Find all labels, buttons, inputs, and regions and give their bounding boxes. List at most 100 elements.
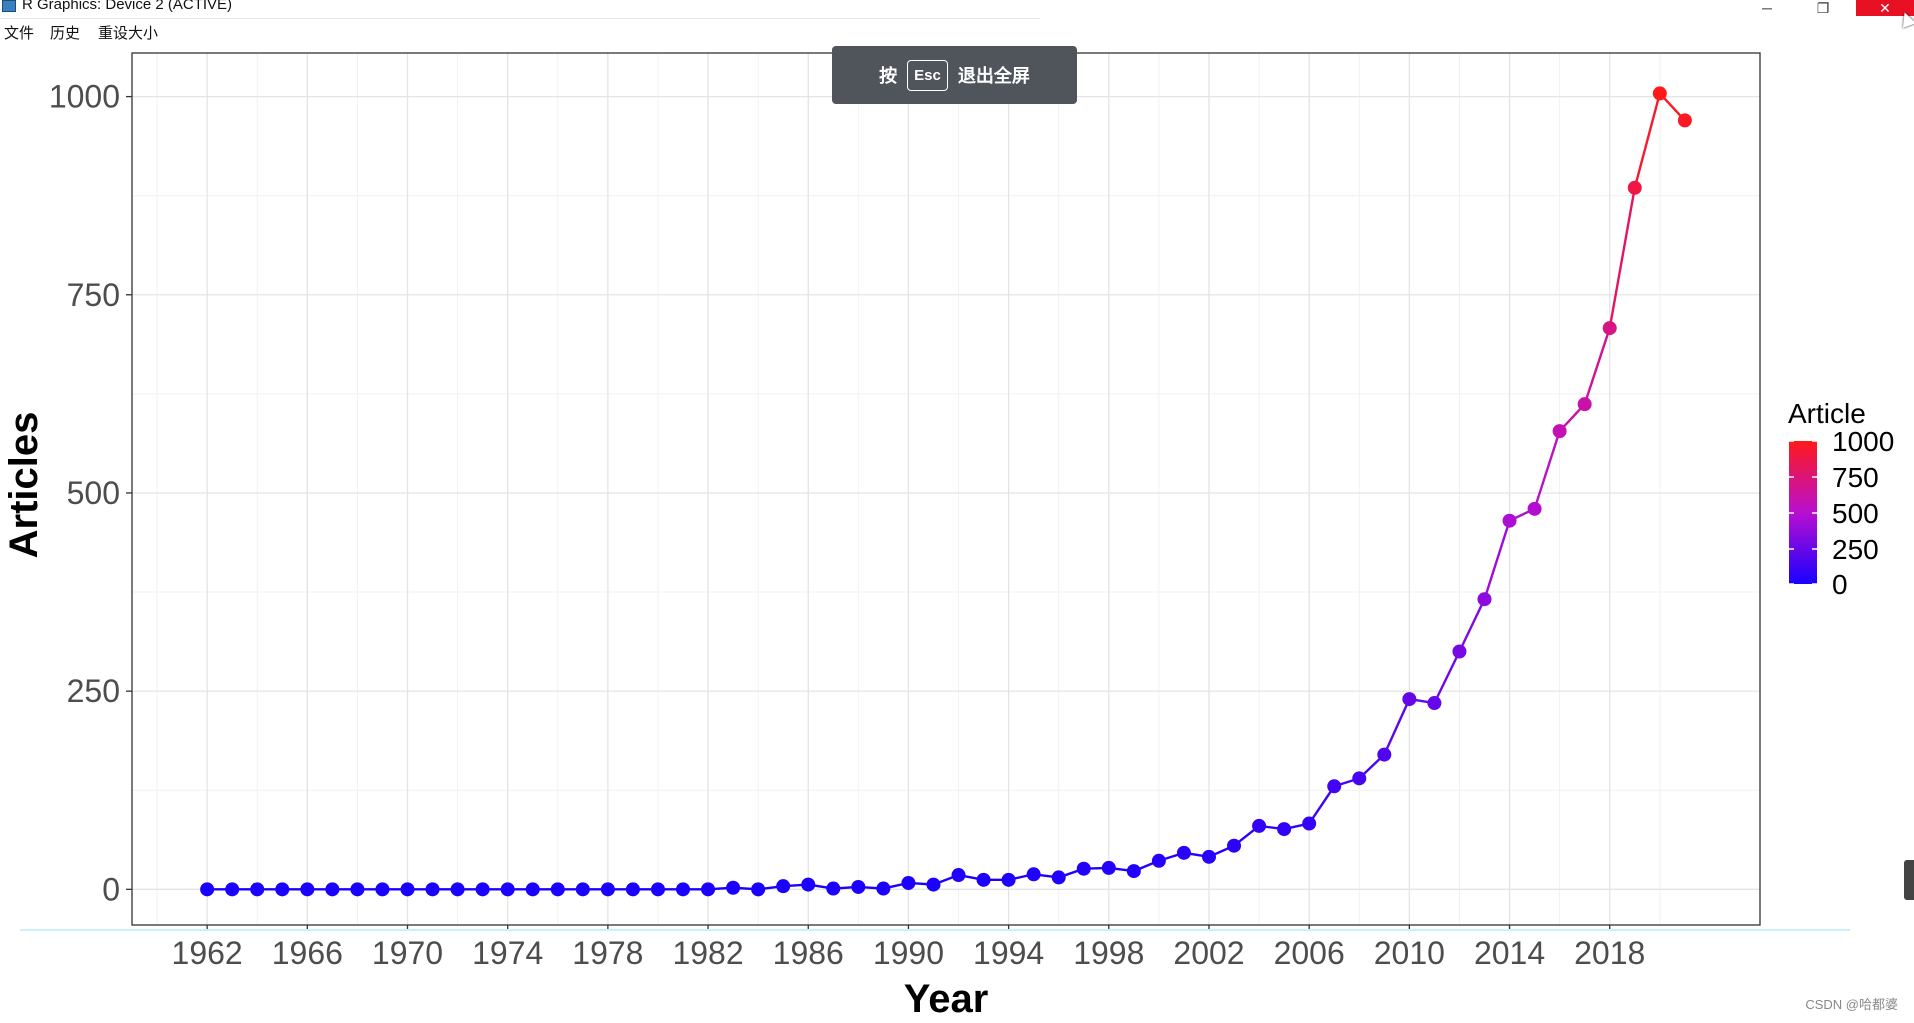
series-line-segment (1383, 698, 1411, 756)
data-point (1552, 424, 1567, 439)
data-point (851, 879, 866, 894)
x-axis-title: Year (904, 977, 989, 1021)
x-tick-label: 1962 (172, 935, 243, 971)
x-tick-label: 1974 (472, 935, 543, 971)
data-point (200, 882, 215, 897)
x-tick-label: 2014 (1474, 935, 1545, 971)
y-axis-title: Articles (2, 412, 46, 559)
menu-bar: 文件 历史 重设大小 (0, 20, 1914, 42)
y-tick-label: 1000 (49, 79, 120, 115)
data-point (1252, 818, 1267, 833)
data-point (1377, 747, 1392, 762)
legend-label: 250 (1832, 534, 1879, 565)
y-tick-label: 250 (67, 673, 120, 709)
data-point (1227, 838, 1242, 853)
data-point (1652, 86, 1667, 101)
esc-prefix: 按 (879, 66, 898, 86)
data-point (650, 882, 665, 897)
data-point (926, 877, 941, 892)
exit-fullscreen-banner[interactable]: 按 Esc 退出全屏 (832, 46, 1077, 104)
menu-file[interactable]: 文件 (4, 25, 35, 42)
data-point (1051, 870, 1066, 885)
x-tick-label: 1966 (272, 935, 343, 971)
x-tick-label: 1982 (672, 935, 743, 971)
data-point (450, 882, 465, 897)
data-point (250, 882, 265, 897)
y-tick-label: 500 (67, 475, 120, 511)
data-point (726, 880, 741, 895)
x-tick-label: 2018 (1574, 935, 1645, 971)
data-point (1677, 113, 1692, 128)
minimize-button[interactable]: ─ (1744, 0, 1790, 16)
plot-panel-border (131, 52, 1761, 926)
x-tick-label: 1978 (572, 935, 643, 971)
menu-history[interactable]: 历史 (50, 25, 81, 42)
maximize-icon: ❐ (1816, 0, 1830, 16)
data-point (826, 881, 841, 896)
side-tab[interactable] (1904, 860, 1914, 900)
menu-resize[interactable]: 重设大小 (98, 25, 159, 42)
data-point (1427, 696, 1442, 711)
data-point (1502, 513, 1517, 528)
data-point (1452, 644, 1467, 659)
watermark: CSDN @哈都婆 (1805, 997, 1898, 1012)
data-point (801, 877, 816, 892)
x-tick-label: 1994 (973, 935, 1044, 971)
data-point (1201, 849, 1216, 864)
data-point (1302, 816, 1317, 831)
close-icon: ✕ (1879, 0, 1891, 16)
x-tick-label: 2006 (1274, 935, 1345, 971)
title-bar: R Graphics: Device 2 (ACTIVE) ─ ❐ ✕ (0, 0, 1914, 19)
series-line-segment (1533, 430, 1561, 510)
data-point (575, 882, 590, 897)
series-line-segment (1308, 785, 1336, 825)
data-point (951, 868, 966, 883)
data-point (776, 879, 791, 894)
y-tick-label: 750 (67, 277, 120, 313)
data-point (500, 882, 515, 897)
data-point (1602, 321, 1617, 336)
data-point (425, 882, 440, 897)
close-button[interactable]: ✕ (1856, 0, 1914, 16)
data-point (475, 882, 490, 897)
series-line-segment (1458, 598, 1486, 653)
data-point (976, 872, 991, 887)
series-line-segment (1583, 327, 1611, 405)
data-point (1001, 872, 1016, 887)
series-line-segment (1633, 93, 1661, 189)
maximize-button[interactable]: ❐ (1800, 0, 1846, 16)
data-point (1527, 501, 1542, 516)
legend-label: 1000 (1832, 426, 1894, 457)
data-point (1076, 861, 1091, 876)
data-point (625, 882, 640, 897)
data-point (600, 882, 615, 897)
data-point (1026, 867, 1041, 882)
window-title: R Graphics: Device 2 (ACTIVE) (22, 0, 233, 13)
data-point (400, 882, 415, 897)
title-divider (0, 18, 1040, 19)
data-point (1352, 771, 1367, 786)
y-tick-label: 0 (102, 871, 120, 907)
data-point (275, 882, 290, 897)
data-point (676, 882, 691, 897)
data-point (901, 875, 916, 890)
data-point (1277, 822, 1292, 837)
data-point (375, 882, 390, 897)
data-point (1402, 692, 1417, 707)
x-tick-label: 2002 (1173, 935, 1244, 971)
legend-label: 750 (1832, 462, 1879, 493)
data-point (1577, 397, 1592, 412)
data-point (350, 882, 365, 897)
app-icon (2, 0, 16, 12)
data-point (701, 882, 716, 897)
esc-suffix: 退出全屏 (957, 66, 1030, 86)
x-tick-label: 1986 (773, 935, 844, 971)
data-point (550, 882, 565, 897)
data-point (1176, 845, 1191, 860)
series-line-segment (1433, 650, 1461, 704)
data-point (525, 882, 540, 897)
legend-title: Article (1788, 398, 1866, 429)
x-tick-label: 1990 (873, 935, 944, 971)
chart: 0 250 500 750 1000 1962 1966 1970 1974 1978 1982 19… (2, 52, 1894, 1021)
data-point (1477, 592, 1492, 607)
